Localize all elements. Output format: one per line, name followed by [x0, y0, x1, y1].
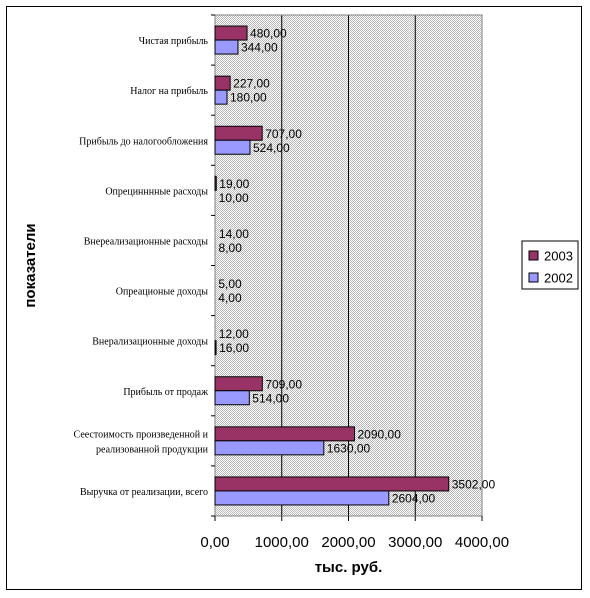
- x-tick-label: 1000,00: [255, 534, 309, 551]
- bar-2003: [214, 75, 231, 91]
- category-labels: Чистая прибыль Налог на прибыль Прибыль до…: [74, 14, 215, 517]
- value-label-2003: 12,00: [219, 327, 249, 341]
- value-label-2002: 180,00: [230, 91, 267, 105]
- value-label-2002: 2604,00: [392, 491, 436, 505]
- category-label: Внерализационные доходы: [92, 337, 208, 348]
- value-label-2003: 2090,00: [358, 427, 402, 441]
- x-tick-label: 2000,00: [321, 534, 375, 551]
- value-label-2002: 16,00: [219, 341, 249, 355]
- value-label-2002: 514,00: [252, 391, 289, 405]
- bar-2002: [214, 39, 239, 55]
- x-tick-label: 3000,00: [388, 534, 442, 551]
- bar-2002: [214, 139, 251, 155]
- bar-chart: 480,00 227,00 707,00 19,00 14,00 5,00 12,00 709…: [22, 14, 579, 576]
- x-axis-title: тыс. руб.: [315, 559, 383, 576]
- bars: [214, 25, 450, 506]
- bar-2003: [214, 25, 248, 41]
- x-tick-label: 4000,00: [455, 534, 509, 551]
- legend-swatch-2002: [528, 272, 539, 283]
- category-label: Прибыль до налогообложения: [79, 136, 208, 147]
- bar-2002: [214, 440, 325, 456]
- value-label-2003: 14,00: [219, 227, 249, 241]
- data-labels: 480,00 227,00 707,00 19,00 14,00 5,00 12,00 709…: [218, 27, 495, 506]
- bar-2002: [214, 340, 217, 356]
- category-label: Выручка от реализации, всего: [80, 487, 208, 498]
- category-label: Опрецинннные расходы: [105, 186, 208, 197]
- x-tick-label: 0,00: [200, 534, 229, 551]
- value-label-2002: 524,00: [253, 141, 290, 155]
- value-label-2002: 344,00: [241, 41, 278, 55]
- bar-2002: [214, 490, 390, 506]
- category-label: Прибыль от продаж: [123, 387, 208, 398]
- legend-label-2002: 2002: [544, 271, 573, 286]
- value-label-2003: 707,00: [265, 127, 302, 141]
- category-label: Налог на прибыль: [130, 86, 208, 97]
- legend-swatch-2003: [528, 250, 539, 261]
- value-label-2002: 8,00: [219, 241, 243, 255]
- bar-2003: [214, 426, 356, 442]
- bar-2003: [214, 175, 217, 191]
- category-label: Сеестоимость произведенной и: [74, 429, 209, 440]
- value-label-2003: 227,00: [233, 77, 270, 91]
- bar-2002: [214, 89, 228, 105]
- category-label: Чистая прибыль: [139, 36, 209, 47]
- legend: 2003 2002: [521, 240, 579, 290]
- legend-label-2003: 2003: [544, 249, 573, 264]
- value-label-2003: 5,00: [218, 277, 242, 291]
- category-label: Опреационые доходы: [116, 287, 209, 298]
- bar-2003: [214, 476, 450, 492]
- category-label: реализованной продукции: [96, 444, 209, 455]
- x-axis-ticks: 0,00 1000,00 2000,00 3000,00 4000,00: [200, 516, 509, 551]
- chart-frame: 480,00 227,00 707,00 19,00 14,00 5,00 12,00 709…: [6, 6, 582, 590]
- category-label: Внереализационные расходы: [84, 236, 209, 247]
- value-label-2003: 709,00: [265, 377, 302, 391]
- legend-box: [521, 240, 579, 290]
- value-label-2003: 480,00: [250, 27, 287, 41]
- value-label-2002: 4,00: [218, 291, 242, 305]
- bar-2003: [214, 125, 263, 141]
- bar-2002: [214, 390, 250, 406]
- value-label-2003: 19,00: [219, 177, 249, 191]
- value-label-2003: 3502,00: [452, 477, 496, 491]
- y-axis-title: показатели: [22, 223, 39, 307]
- bar-2003: [214, 376, 263, 392]
- value-label-2002: 1630,00: [327, 441, 371, 455]
- value-label-2002: 10,00: [219, 191, 249, 205]
